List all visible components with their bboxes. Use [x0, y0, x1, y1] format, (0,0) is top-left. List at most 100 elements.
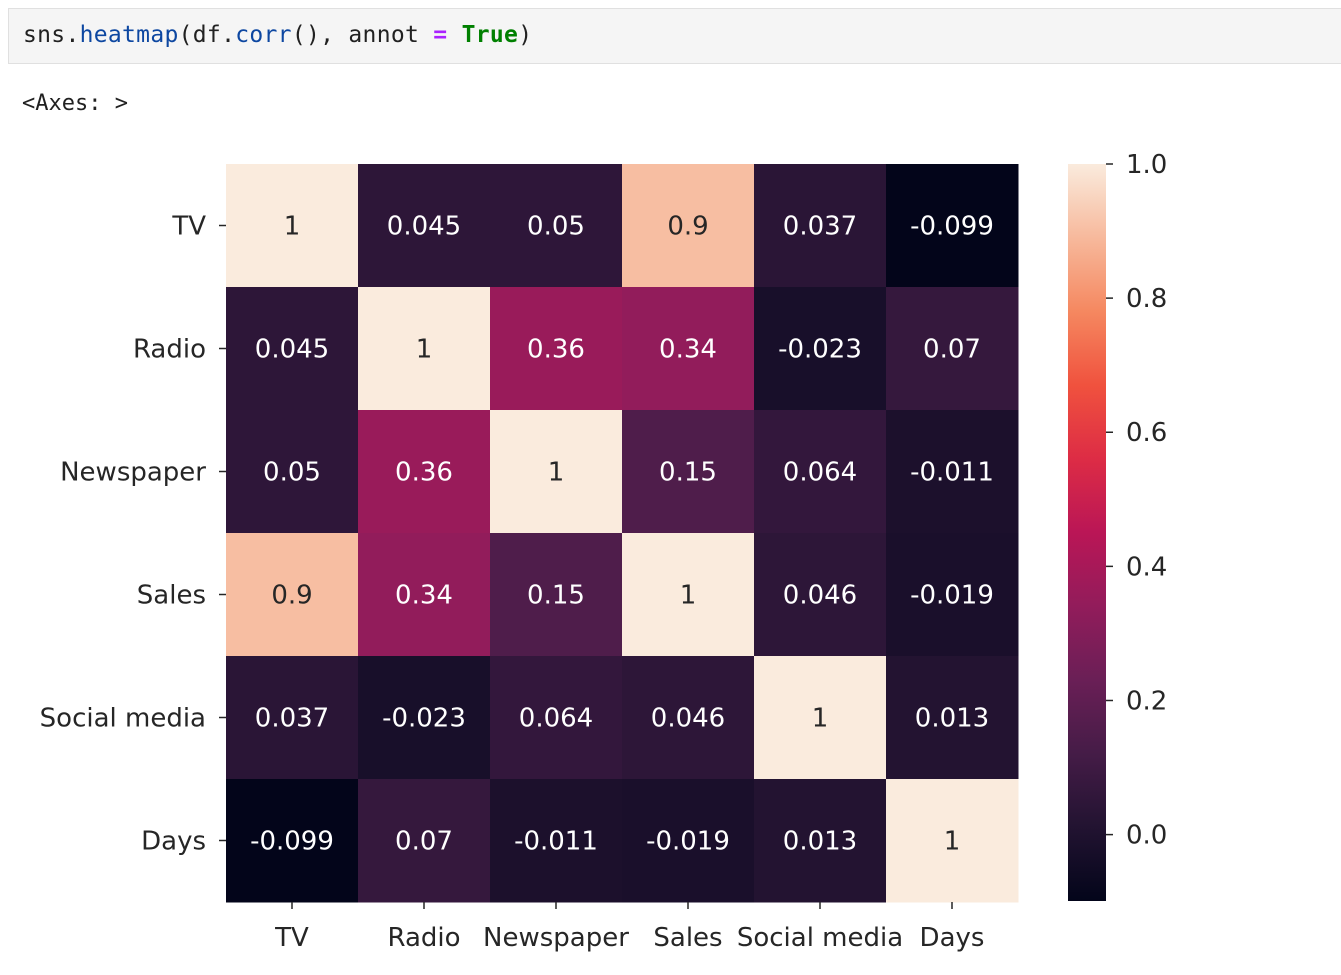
y-tick-label: TV: [171, 212, 206, 242]
heatmap-cell: [754, 164, 887, 288]
y-tick-label: Social media: [40, 704, 206, 734]
cell-annotation: 1: [812, 704, 829, 734]
cell-annotation: 0.36: [395, 458, 453, 488]
code-token: (), annot: [291, 22, 434, 48]
heatmap-annotations: 1 0.045 0.05 0.9 0.037 -0.099 0.045 1 0.36 0.34 -0…: [250, 212, 994, 857]
heatmap-cell: [358, 656, 491, 780]
cell-annotation: 1: [416, 335, 433, 365]
cell-annotation: 0.064: [783, 458, 857, 488]
cell-annotation: 0.07: [395, 827, 453, 857]
heatmap-cell: [490, 287, 623, 411]
cell-annotation: -0.019: [910, 581, 994, 611]
cell-annotation: -0.023: [778, 335, 862, 365]
cell-annotation: 0.15: [659, 458, 717, 488]
heatmap-cell: [886, 533, 1019, 657]
y-tick-label: Sales: [137, 581, 206, 611]
colorbar-tick-label: 0.8: [1126, 284, 1167, 314]
cell-annotation: 1: [284, 212, 301, 242]
code-token-method: corr: [235, 22, 292, 48]
cell-annotation: 0.05: [263, 458, 321, 488]
heatmap-cell: [622, 656, 755, 780]
cell-annotation: 1: [944, 827, 961, 857]
heatmap-cell: [226, 164, 359, 288]
heatmap-cell: [358, 164, 491, 288]
output-repr: <Axes: >: [22, 91, 128, 116]
colorbar-tick-label: 0.4: [1126, 552, 1167, 582]
x-axis-ticks: TV Radio Newspaper Sales Social media Days: [274, 902, 984, 953]
cell-annotation: -0.099: [910, 212, 994, 242]
heatmap-cell: [622, 410, 755, 534]
cell-annotation: 0.013: [783, 827, 857, 857]
heatmap-cell: [226, 656, 359, 780]
cell-annotation: -0.023: [382, 704, 466, 734]
cell-annotation: 0.05: [527, 212, 585, 242]
code-cell[interactable]: sns.heatmap(df.corr(), annot = True): [8, 8, 1341, 64]
cell-annotation: 0.34: [659, 335, 717, 365]
y-tick-label: Radio: [133, 335, 206, 365]
heatmap-cell: [886, 656, 1019, 780]
y-axis-ticks: TV Radio Newspaper Sales Social media Days: [40, 212, 226, 857]
heatmap-cell: [226, 533, 359, 657]
y-tick-label: Newspaper: [60, 458, 206, 488]
cell-annotation: 0.037: [783, 212, 857, 242]
cell-annotation: 0.046: [783, 581, 857, 611]
heatmap-cell: [886, 164, 1019, 288]
heatmap-cell: [358, 533, 491, 657]
cell-annotation: 0.34: [395, 581, 453, 611]
heatmap-cell: [226, 779, 359, 903]
heatmap-cell: [754, 656, 887, 780]
colorbar-tick-label: 1.0: [1126, 150, 1167, 180]
cell-annotation: 0.046: [651, 704, 725, 734]
cell-annotation: 0.064: [519, 704, 593, 734]
heatmap-cell: [358, 410, 491, 534]
heatmap-cell: [490, 533, 623, 657]
heatmap-cell: [622, 164, 755, 288]
colorbar: [1068, 164, 1106, 901]
code-token: sns.: [23, 22, 80, 48]
heatmap-cell: [622, 287, 755, 411]
heatmap-cell: [358, 779, 491, 903]
code-token-function: heatmap: [79, 22, 179, 48]
x-tick-label: TV: [274, 923, 309, 953]
code-token: ): [518, 22, 533, 48]
code-token-keyword: True: [461, 22, 519, 48]
cell-annotation: 0.045: [255, 335, 329, 365]
heatmap-cell: [886, 779, 1019, 903]
cell-annotation: 0.013: [915, 704, 989, 734]
heatmap-cell: [622, 779, 755, 903]
heatmap-cell: [358, 287, 491, 411]
cell-annotation: 1: [548, 458, 565, 488]
cell-annotation: 1: [680, 581, 697, 611]
heatmap-cell: [226, 287, 359, 411]
heatmap-cell: [622, 533, 755, 657]
cell-annotation: 0.9: [271, 581, 312, 611]
heatmap-cell: [490, 164, 623, 288]
heatmap-cell: [490, 779, 623, 903]
heatmap-cell: [754, 533, 887, 657]
colorbar-tick-label: 0.6: [1126, 418, 1167, 448]
cell-annotation: 0.045: [387, 212, 461, 242]
code-token-operator: =: [433, 22, 448, 48]
code-line[interactable]: sns.heatmap(df.corr(), annot = True): [23, 22, 532, 48]
cell-annotation: 0.15: [527, 581, 585, 611]
code-token: (df.: [178, 22, 236, 48]
heatmap-cells: [226, 164, 1019, 903]
x-tick-label: Days: [920, 923, 985, 953]
heatmap-cell: [886, 287, 1019, 411]
cell-annotation: -0.011: [910, 458, 994, 488]
heatmap-cell: [754, 287, 887, 411]
heatmap-cell: [490, 656, 623, 780]
x-tick-label: Social media: [737, 923, 903, 953]
cell-annotation: 0.36: [527, 335, 585, 365]
colorbar-tick-label: 0.2: [1126, 686, 1167, 716]
cell-annotation: -0.099: [250, 827, 334, 857]
colorbar-tick-label: 0.0: [1126, 821, 1167, 851]
cell-annotation: 0.037: [255, 704, 329, 734]
heatmap-cell: [490, 410, 623, 534]
x-tick-label: Newspaper: [483, 923, 629, 953]
heatmap-cell: [754, 410, 887, 534]
cell-annotation: 0.07: [923, 335, 981, 365]
cell-annotation: 0.9: [667, 212, 708, 242]
colorbar-ticks: 0.0 0.2 0.4 0.6 0.8 1.0: [1106, 150, 1167, 851]
